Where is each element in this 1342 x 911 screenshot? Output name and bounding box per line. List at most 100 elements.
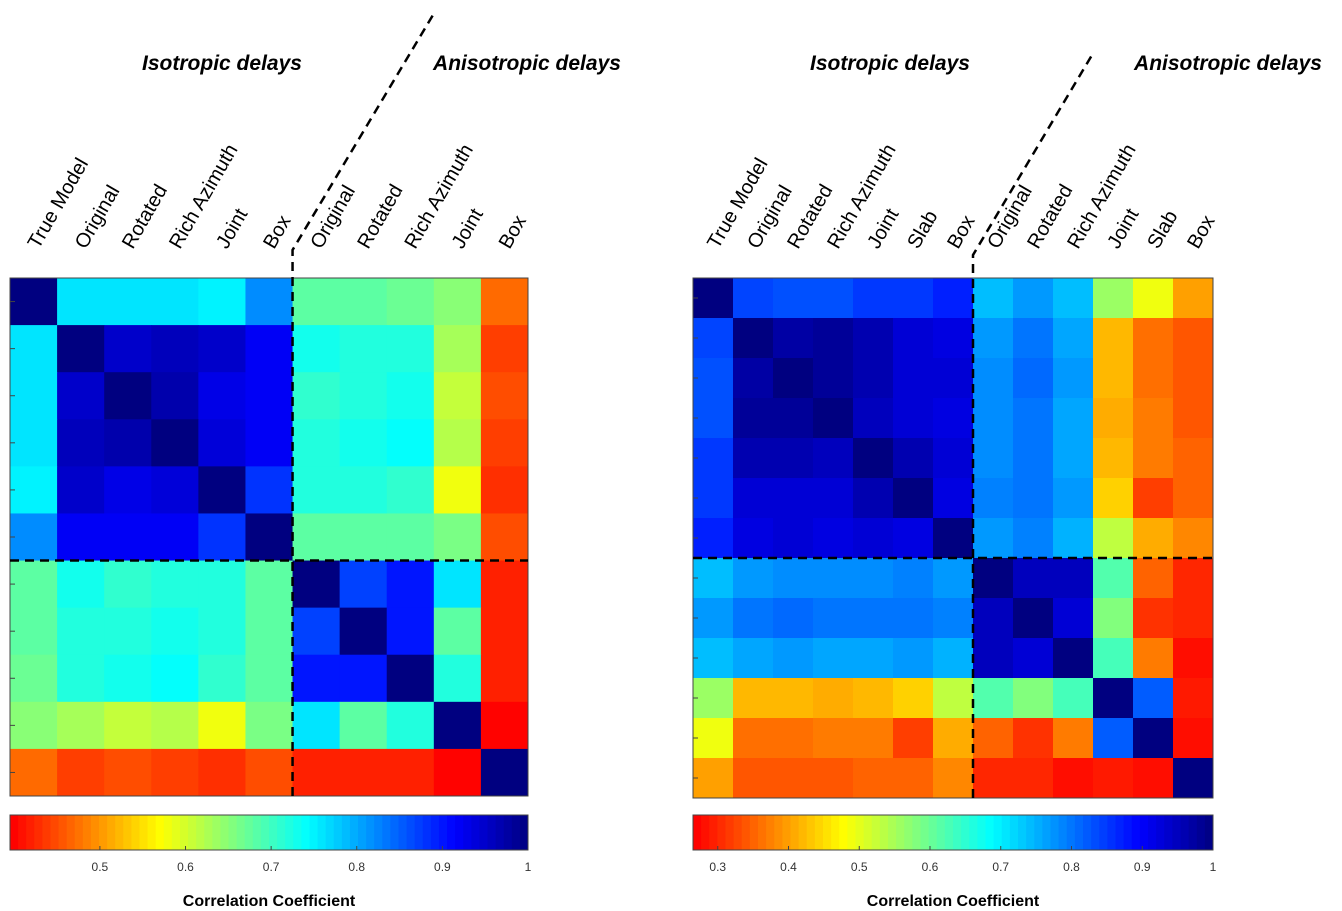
heatmap-cell <box>853 278 894 319</box>
heatmap-cell <box>773 518 814 559</box>
heatmap-cell <box>1053 718 1094 759</box>
heatmap-cell <box>853 638 894 679</box>
heatmap-cell <box>893 358 934 399</box>
heatmap-cell <box>1173 678 1214 719</box>
colorbar-swatch <box>1050 815 1060 850</box>
heatmap-cell <box>1093 398 1134 439</box>
heatmap-cell <box>973 438 1014 479</box>
heatmap-cell <box>1093 758 1134 799</box>
heatmap-cell <box>198 513 246 562</box>
heatmap-cell <box>693 398 734 439</box>
colorbar-swatch <box>1204 815 1214 850</box>
heatmap-cell <box>433 560 482 609</box>
heatmap-cell <box>104 701 152 750</box>
colorbar-tick-label: 1 <box>1210 860 1217 874</box>
heatmap-cell <box>693 718 734 759</box>
heatmap-cell <box>10 372 58 420</box>
heatmap-cell <box>292 560 341 609</box>
colorbar-swatch <box>438 815 448 850</box>
column-label: Original <box>71 182 125 253</box>
group-divider <box>971 54 1094 798</box>
heatmap-cell <box>973 758 1014 799</box>
colorbar-swatch <box>495 815 505 850</box>
heatmap-cell <box>973 638 1014 679</box>
colorbar-swatch <box>1009 815 1019 850</box>
colorbar-swatch <box>701 815 710 850</box>
heatmap-cell <box>1173 398 1214 439</box>
heatmap-cell <box>933 478 974 519</box>
heatmap-cell <box>773 718 814 759</box>
heatmap-cell <box>773 398 814 439</box>
heatmap-cell <box>813 398 854 439</box>
heatmap-cell <box>433 278 482 326</box>
colorbar-tick-label: 0.8 <box>348 860 365 874</box>
colorbar-frame <box>9 814 529 851</box>
colorbar-swatch <box>66 815 76 850</box>
heatmap-cell <box>339 278 388 326</box>
heatmap-cell <box>1013 678 1054 719</box>
colorbar-swatch <box>358 815 367 850</box>
heatmap-cell <box>1173 478 1214 519</box>
heatmap-cell <box>245 701 294 750</box>
colorbar-swatch <box>1172 815 1181 850</box>
colorbar-swatch <box>50 815 60 850</box>
heatmap-cell <box>386 748 435 797</box>
heatmap-cell <box>1053 398 1094 439</box>
heatmap-cell <box>386 513 435 562</box>
heatmap-cell <box>693 638 734 679</box>
colorbar-swatch <box>725 815 735 850</box>
heatmap-cell <box>1013 718 1054 759</box>
heatmap-cell <box>1053 438 1094 479</box>
heatmap-cell <box>245 419 294 467</box>
heatmap-cell <box>1053 678 1094 719</box>
colorbar-swatch <box>888 815 897 850</box>
heatmap-cell <box>339 419 388 467</box>
heatmap-cell <box>198 466 246 514</box>
heatmap-cell <box>245 466 294 514</box>
colorbar-swatch <box>406 815 416 850</box>
heatmap-cell <box>292 466 341 514</box>
heatmap-cell <box>1013 438 1054 479</box>
column-label: Box <box>259 212 295 253</box>
colorbar-swatch <box>993 815 1003 850</box>
colorbar-swatch <box>1042 815 1051 850</box>
heatmap-cell <box>433 466 482 514</box>
heatmap-cell <box>733 278 774 319</box>
heatmap-cell <box>1133 438 1174 479</box>
heatmap-cell <box>57 419 105 467</box>
heatmap-cell <box>104 513 152 562</box>
heatmap-cell <box>104 372 152 420</box>
column-label: Joint <box>1103 205 1143 253</box>
heatmap-cell <box>104 748 152 797</box>
colorbar-swatch <box>1099 815 1108 850</box>
colorbar-swatch <box>220 815 230 850</box>
heatmap-cell <box>151 701 199 750</box>
colorbar-swatch <box>390 815 399 850</box>
heatmap-cell <box>339 748 388 797</box>
colorbar-swatch <box>309 815 319 850</box>
heatmap-cell <box>1013 398 1054 439</box>
heatmap-cell <box>813 358 854 399</box>
colorbar-swatch <box>74 815 84 850</box>
heatmap-cell <box>933 318 974 359</box>
heatmap-cell <box>339 513 388 562</box>
colorbar-swatch <box>717 815 726 850</box>
colorbar-swatch <box>806 815 816 850</box>
heatmap-cell <box>933 438 974 479</box>
heatmap-cell <box>893 718 934 759</box>
heatmap-cell <box>480 607 529 656</box>
heatmap-cell <box>104 466 152 514</box>
heatmap-cell <box>733 438 774 479</box>
heatmap-cell <box>1133 718 1174 759</box>
heatmap-cell <box>853 398 894 439</box>
colorbar-swatch <box>709 815 718 850</box>
heatmap-cell <box>339 607 388 656</box>
heatmap-cell <box>151 654 199 703</box>
heatmap-cell <box>292 654 341 703</box>
colorbar-swatch <box>1196 815 1206 850</box>
colorbar-swatch <box>1139 815 1149 850</box>
colorbar-swatch <box>871 815 881 850</box>
column-label: Slab <box>903 207 942 253</box>
heatmap-cell <box>10 654 58 703</box>
